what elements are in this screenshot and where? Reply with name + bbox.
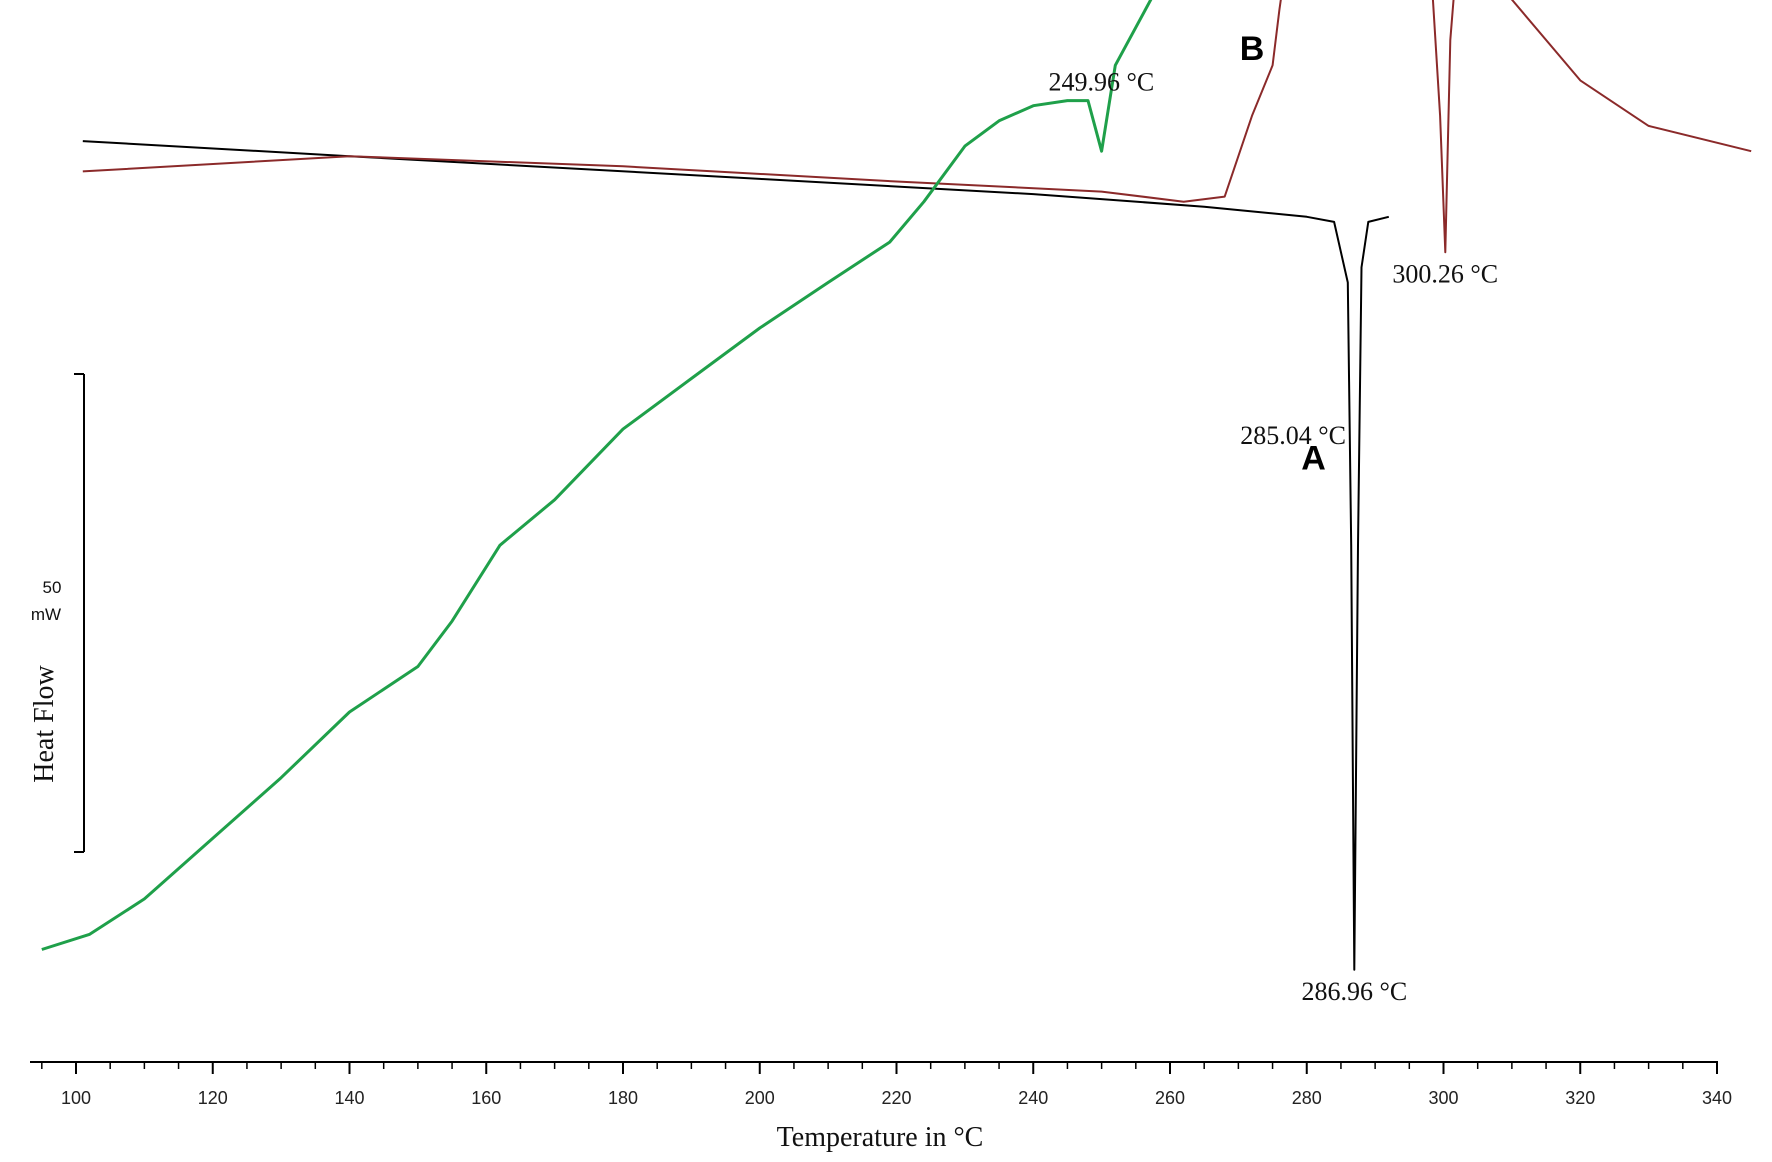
y-axis-title: Heat Flow — [29, 665, 60, 783]
x-tick-label: 260 — [1155, 1088, 1185, 1108]
series-line-a — [82, 140, 1390, 971]
x-tick-label: 140 — [334, 1088, 364, 1108]
x-tick-label: 240 — [1018, 1088, 1048, 1108]
x-tick-label: 300 — [1428, 1088, 1458, 1108]
series-line-b — [82, 0, 1752, 254]
x-tick-label: 220 — [881, 1088, 911, 1108]
scale-bar-unit: mW — [31, 605, 61, 624]
peak-label-b: 285.04 °C — [1240, 421, 1346, 450]
x-tick-label: 280 — [1292, 1088, 1322, 1108]
scale-bar-value: 50 — [43, 578, 62, 597]
x-tick-label: 120 — [198, 1088, 228, 1108]
series-line-c — [41, 0, 1153, 951]
x-tick-label: 100 — [61, 1088, 91, 1108]
x-axis: 100 120 140 160 180 200 220 240 260 280 300 320 340 — [30, 1061, 1732, 1108]
series-label-a: A — [1301, 439, 1326, 477]
x-tick-label: 320 — [1565, 1088, 1595, 1108]
x-tick-label: 180 — [608, 1088, 638, 1108]
x-tick-label: 160 — [471, 1088, 501, 1108]
series-label-b: B — [1240, 30, 1265, 68]
x-tick-label: 340 — [1702, 1088, 1732, 1108]
peak-label-c: 249.96 °C — [1048, 68, 1154, 97]
series-layer — [41, 0, 1752, 971]
peak-label-b: 300.26 °C — [1392, 260, 1498, 289]
x-axis-title: Temperature in °C — [777, 1122, 984, 1153]
peak-label-a: 286.96 °C — [1301, 977, 1407, 1006]
x-tick-label: 200 — [745, 1088, 775, 1108]
scale-bar: 50 mW — [31, 373, 85, 853]
